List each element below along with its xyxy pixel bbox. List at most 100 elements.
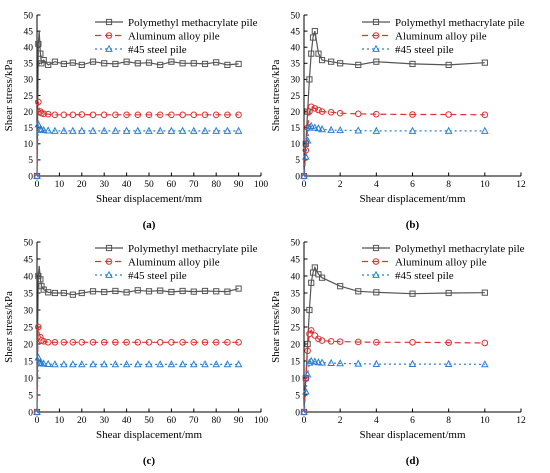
x-tick-label: 30 <box>99 416 109 426</box>
legend-marker-1 <box>372 18 380 26</box>
data-point <box>134 60 141 67</box>
legend-marker-1 <box>105 244 113 252</box>
y-tick-label: 0 <box>28 408 33 418</box>
data-point <box>336 338 344 345</box>
data-point <box>60 339 68 346</box>
data-point <box>315 106 322 114</box>
y-tick-label: 10 <box>24 374 34 384</box>
data-point <box>168 288 175 296</box>
data-point <box>354 359 363 367</box>
chart-panel-1: 0 5 10 15 20 25 30 35 40 45 50 0 10 20 30 40 50 60 70 80 90 1… <box>3 11 268 231</box>
data-point <box>157 61 164 69</box>
series-line-2 <box>36 101 239 177</box>
data-point <box>89 111 97 119</box>
data-point <box>89 126 97 134</box>
x-tick-label: 80 <box>211 180 221 190</box>
x-tick-label: 50 <box>144 180 154 190</box>
x-tick-label: 60 <box>167 180 177 190</box>
data-point <box>308 50 315 57</box>
y-tick-label: 20 <box>24 108 34 118</box>
data-point <box>481 289 488 296</box>
y-tick-label: 5 <box>295 391 300 401</box>
y-tick-label: 10 <box>24 140 34 150</box>
data-point <box>355 288 362 295</box>
data-point <box>134 111 142 119</box>
data-point <box>44 359 53 367</box>
data-point <box>444 126 453 134</box>
data-point <box>409 339 416 346</box>
data-point <box>315 50 322 57</box>
y-tick-label: 35 <box>24 289 34 299</box>
y-tick-label: 45 <box>291 27 301 37</box>
data-point <box>336 109 344 117</box>
data-point <box>409 60 416 68</box>
data-point <box>168 58 175 65</box>
data-point <box>60 360 68 368</box>
y-tick-label: 10 <box>291 140 301 150</box>
data-point <box>315 271 322 278</box>
data-point <box>481 111 489 119</box>
data-point <box>307 327 315 334</box>
x-tick-label: 4 <box>374 416 379 426</box>
data-point <box>78 289 85 297</box>
legend-marker-2 <box>372 32 380 39</box>
data-point <box>306 76 313 83</box>
x-tick-label: 30 <box>99 180 109 190</box>
data-point <box>224 288 231 295</box>
data-point <box>311 264 318 271</box>
y-tick-label: 35 <box>291 289 301 299</box>
data-point <box>307 103 315 111</box>
y-tick-label: 40 <box>24 44 34 54</box>
data-point <box>201 360 209 368</box>
y-tick-label: 50 <box>24 11 34 21</box>
y-axis-label: Shear stress/kPa <box>3 291 15 363</box>
x-tick-label: 0 <box>302 180 307 190</box>
data-point <box>156 360 165 368</box>
data-point <box>179 60 186 67</box>
x-tick-label: 8 <box>446 416 451 426</box>
data-point <box>311 105 319 112</box>
data-point <box>212 360 221 368</box>
data-point <box>373 339 380 346</box>
y-tick-label: 15 <box>24 124 34 134</box>
panel-label: (b) <box>406 219 420 231</box>
x-tick-label: 10 <box>55 180 65 190</box>
data-point <box>327 108 335 116</box>
x-tick-label: 20 <box>77 180 87 190</box>
y-tick-label: 25 <box>24 92 34 102</box>
x-axis-label: Shear displacement/mm <box>96 429 202 441</box>
data-point <box>35 272 42 280</box>
legend-marker-3 <box>372 44 380 52</box>
y-tick-label: 30 <box>291 306 301 316</box>
data-point <box>311 123 319 131</box>
data-point <box>69 59 76 66</box>
legend-label-3: #45 steel pile <box>395 44 454 56</box>
legend-label-3: #45 steel pile <box>128 270 187 282</box>
x-tick-label: 6 <box>410 180 415 190</box>
data-point <box>373 289 380 296</box>
data-point <box>145 59 153 66</box>
data-point <box>444 359 453 367</box>
data-point <box>37 50 44 57</box>
data-point <box>234 360 243 368</box>
data-point <box>480 360 489 368</box>
data-point <box>123 111 130 119</box>
data-point <box>314 124 323 132</box>
x-tick-label: 80 <box>211 416 221 426</box>
data-point <box>235 339 242 346</box>
data-point <box>189 126 198 134</box>
data-point <box>480 126 489 134</box>
x-tick-label: 10 <box>480 180 490 190</box>
data-point <box>33 171 41 179</box>
data-point <box>311 332 319 339</box>
x-tick-label: 2 <box>338 180 343 190</box>
data-point <box>408 126 417 134</box>
data-point <box>167 360 176 368</box>
y-tick-label: 20 <box>291 340 301 350</box>
data-point <box>51 58 59 65</box>
data-point <box>235 60 242 68</box>
y-tick-label: 45 <box>291 255 301 265</box>
data-point <box>223 126 232 134</box>
panel-label: (d) <box>406 455 420 467</box>
data-point <box>178 126 187 134</box>
